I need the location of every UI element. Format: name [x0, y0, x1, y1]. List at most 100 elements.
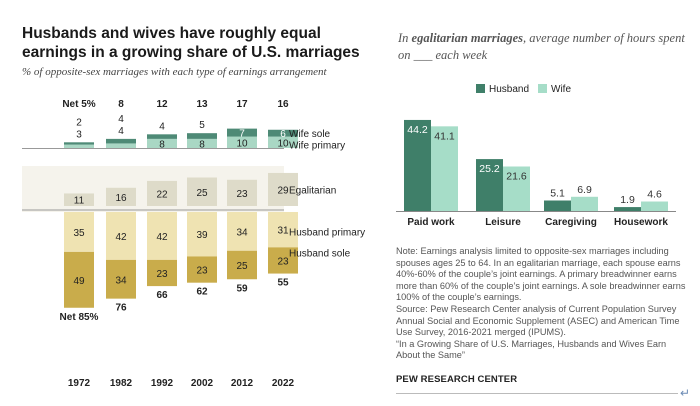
label-egalitarian-2002: 25	[196, 188, 208, 199]
bar-husband-leisure	[476, 159, 503, 211]
bar-wife-primary-1992	[147, 138, 177, 148]
label-husband-sole-1992: 23	[156, 269, 168, 280]
value-wife-leisure: 21.6	[506, 171, 527, 183]
label-wife-sole-2012: 7	[239, 129, 245, 140]
hours-title-emphasis: egalitarian marriages	[411, 31, 524, 45]
report-title-text: “In a Growing Share of U.S. Marriages, H…	[396, 338, 667, 361]
bar-wife-sole-2012	[227, 128, 257, 137]
bar-husband-housework	[614, 207, 641, 211]
value-husband-leisure: 25.2	[479, 163, 500, 175]
label-husband-primary-2002: 39	[196, 230, 208, 241]
bar-husband-primary-1982	[106, 212, 136, 260]
label-husband-sole-2022: 23	[277, 256, 289, 267]
category-label-housework: Housework	[614, 217, 668, 228]
label-wife-sole-1982: 4	[118, 114, 124, 125]
bar-wife-paid-work	[431, 126, 458, 211]
bar-wife-sole-2022	[268, 129, 298, 137]
label-wife-primary-1982: 4	[118, 126, 124, 137]
bar-husband-caregiving	[544, 200, 571, 211]
bar-husband-primary-2022	[268, 212, 298, 248]
net-wife-2012: 17	[236, 99, 248, 110]
net-husband-1992: 66	[156, 290, 168, 301]
label-egalitarian-1972: 11	[74, 196, 85, 207]
net-husband-2012: 59	[236, 283, 248, 294]
legend-label-husband: Husband	[489, 84, 529, 95]
bar-husband-paid-work	[404, 119, 431, 211]
bar-wife-leisure	[503, 166, 530, 211]
bar-husband-sole-2022	[268, 247, 298, 274]
label-husband-sole-2012: 25	[236, 261, 248, 272]
category-label-paid-work: Paid work	[407, 217, 455, 228]
bar-wife-sole-2002	[187, 133, 217, 139]
bar-wife-sole-1992	[147, 134, 177, 139]
bar-egalitarian-2012	[227, 179, 257, 206]
label-egalitarian-1982: 16	[115, 193, 127, 204]
label-wife-primary-2012: 10	[236, 138, 248, 149]
label-husband-primary-1982: 42	[115, 232, 127, 243]
label-husband-primary-2012: 34	[236, 227, 248, 238]
bar-husband-primary-2012	[227, 212, 257, 251]
value-husband-housework: 1.9	[620, 194, 635, 206]
net-wife-1992: 12	[156, 99, 168, 110]
year-label-2012: 2012	[231, 378, 254, 389]
bar-husband-sole-1972	[64, 251, 94, 308]
hours-title-prefix: In	[398, 31, 412, 45]
bar-husband-sole-2002	[187, 256, 217, 283]
bar-wife-primary-1972	[64, 144, 94, 148]
label-husband-sole-2002: 23	[196, 266, 208, 277]
series-label-husband-primary: Husband primary	[289, 228, 365, 239]
net-husband-1972: Net 85%	[60, 312, 99, 323]
bar-egalitarian-2022	[268, 172, 298, 206]
legend-label-wife: Wife	[551, 84, 571, 95]
legend-swatch-husband	[476, 84, 485, 93]
footer-divider	[396, 393, 678, 394]
label-husband-primary-1992: 42	[156, 232, 168, 243]
hours-per-week-chart: Husband Wife 44.2 41.1 Paid work 25.2 21.6 Leis…	[396, 84, 676, 228]
value-wife-caregiving: 6.9	[577, 184, 592, 196]
year-label-1972: 1972	[68, 378, 91, 389]
label-husband-sole-1982: 34	[115, 275, 127, 286]
label-husband-primary-1972: 35	[73, 228, 85, 239]
source-text: Source: Pew Research Center analysis of …	[396, 303, 680, 338]
label-wife-sole-2002: 5	[199, 120, 205, 131]
net-husband-2022: 55	[277, 278, 289, 289]
enter-icon: ↵	[680, 386, 691, 400]
value-husband-paid-work: 44.2	[407, 124, 428, 136]
year-label-1992: 1992	[151, 378, 174, 389]
net-wife-2002: 13	[196, 99, 208, 110]
series-label-wife-sole: Wife sole	[289, 129, 331, 140]
label-egalitarian-2022: 29	[277, 185, 289, 196]
net-wife-1972: Net 5%	[62, 99, 95, 110]
label-wife-primary-2022: 10	[277, 138, 289, 149]
label-wife-sole-2022: 6	[280, 129, 286, 140]
label-husband-primary-2022: 31	[277, 226, 289, 237]
label-husband-sole-1972: 49	[73, 276, 85, 287]
label-wife-primary-2002: 8	[199, 139, 205, 150]
bar-wife-primary-2012	[227, 136, 257, 148]
bar-husband-sole-2012	[227, 250, 257, 280]
net-wife-2022: 16	[277, 99, 289, 110]
bar-wife-housework	[641, 201, 668, 211]
bar-husband-primary-1972	[64, 212, 94, 252]
bar-husband-sole-1982	[106, 259, 136, 299]
legend-swatch-wife	[538, 84, 547, 93]
bar-wife-primary-2022	[268, 136, 298, 148]
bar-wife-sole-1982	[106, 138, 136, 144]
value-wife-paid-work: 41.1	[434, 130, 455, 142]
chart-title: Husbands and wives have roughly equal ea…	[22, 25, 360, 61]
bar-egalitarian-1992	[147, 180, 177, 206]
label-egalitarian-2012: 23	[236, 189, 248, 200]
category-label-leisure: Leisure	[485, 217, 521, 228]
bar-wife-primary-1982	[106, 143, 136, 148]
label-wife-primary-1972: 3	[76, 129, 82, 140]
series-label-egalitarian: Egalitarian	[289, 185, 336, 196]
bar-egalitarian-1982	[106, 187, 136, 206]
label-wife-sole-1992: 4	[159, 121, 165, 132]
net-husband-2002: 62	[196, 287, 208, 298]
footer-credit: PEW RESEARCH CENTER	[396, 374, 518, 385]
chart-notes: Note: Earnings analysis limited to oppos…	[396, 246, 686, 362]
label-egalitarian-1992: 22	[156, 189, 168, 200]
bar-egalitarian-2002	[187, 177, 217, 206]
year-label-2002: 2002	[191, 378, 214, 389]
